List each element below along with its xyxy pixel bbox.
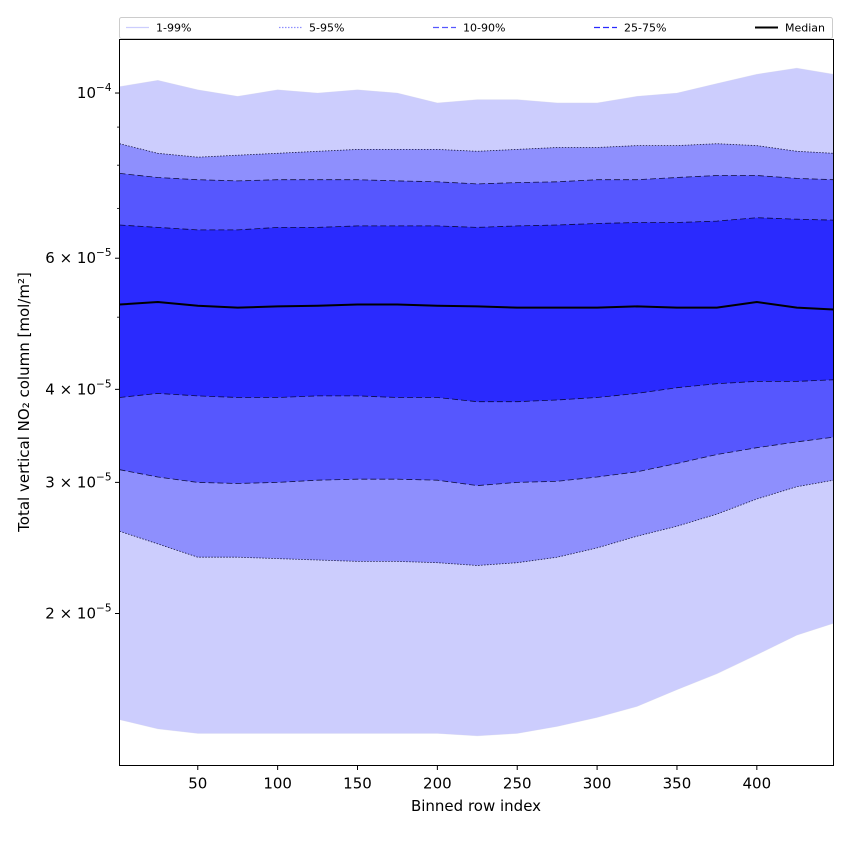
legend-label-10-90%: 10-90% — [463, 22, 505, 35]
legend-label-Median: Median — [785, 22, 825, 35]
band-25-75% — [119, 217, 834, 402]
x-tick-label: 300 — [583, 775, 612, 793]
x-axis: 50 100 150 200 250 300 350 400 — [188, 765, 772, 793]
y-axis: 10−4 6 × 10−5 4 × 10−5 3 × 10−5 2 × 10−5 — [45, 82, 120, 623]
band-1-99%-upper-line — [119, 67, 834, 104]
y-tick-label: 3 × 10−5 — [45, 471, 111, 491]
x-tick-label: 200 — [423, 775, 452, 793]
x-tick-label: 50 — [188, 775, 207, 793]
band-1-99%-lower-line — [119, 623, 834, 737]
x-tick-label: 250 — [503, 775, 532, 793]
band-25-75%-lower-line — [119, 379, 834, 403]
legend-label-1-99%: 1-99% — [156, 22, 191, 35]
legend-label-25-75%: 25-75% — [624, 22, 666, 35]
y-axis-label: Total vertical NO₂ column [mol/m²] — [15, 272, 33, 533]
x-tick-label: 150 — [343, 775, 372, 793]
y-tick-label: 10−4 — [77, 82, 112, 102]
x-tick-label: 350 — [663, 775, 692, 793]
band-25-75%-upper-line — [119, 217, 834, 231]
legend-box — [119, 17, 833, 39]
bands-layer — [119, 67, 834, 737]
median-line — [119, 300, 834, 311]
y-tick-label: 6 × 10−5 — [45, 247, 111, 267]
x-tick-label: 400 — [743, 775, 772, 793]
x-tick-label: 100 — [263, 775, 292, 793]
x-axis-label: Binned row index — [411, 797, 541, 815]
legend: 1-99% 5-95% 10-90% 25-75% Median — [119, 17, 833, 39]
legend-label-5-95%: 5-95% — [309, 22, 344, 35]
band-10-90%-lower-line — [119, 436, 834, 487]
y-tick-label: 4 × 10−5 — [45, 378, 111, 398]
y-tick-label: 2 × 10−5 — [45, 603, 111, 623]
band-10-90%-upper-line — [119, 173, 834, 185]
plot-frame — [119, 39, 834, 766]
median-layer — [119, 300, 834, 311]
